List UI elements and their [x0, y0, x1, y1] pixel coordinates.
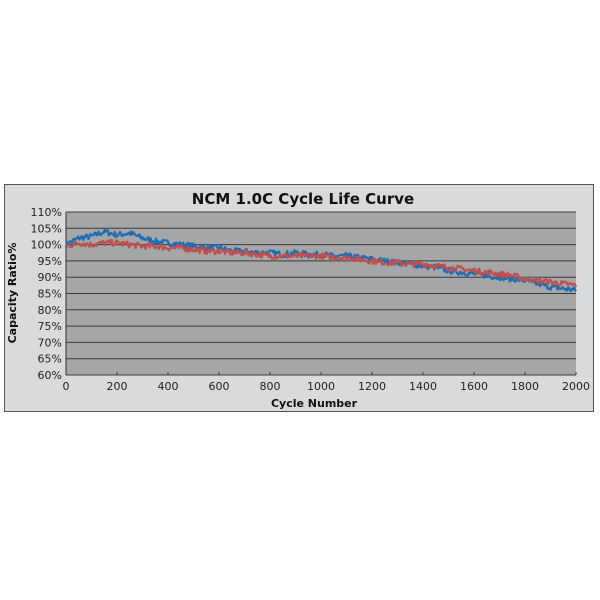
x-tick-label: 1400 — [409, 380, 437, 393]
x-tick-label: 2000 — [562, 380, 590, 393]
y-tick-label: 110% — [31, 206, 62, 219]
x-tick-label: 400 — [158, 380, 179, 393]
y-axis-label: Capacity Ratio% — [6, 243, 19, 344]
y-tick-label: 75% — [38, 320, 62, 333]
y-tick-label: 65% — [38, 353, 62, 366]
y-tick-label: 100% — [31, 239, 62, 252]
x-tick-label: 200 — [107, 380, 128, 393]
x-axis-label: Cycle Number — [271, 397, 358, 410]
x-tick-label: 1200 — [358, 380, 386, 393]
y-tick-label: 105% — [31, 222, 62, 235]
x-tick-label: 0 — [63, 380, 70, 393]
x-tick-label: 1800 — [511, 380, 539, 393]
x-tick-label: 600 — [209, 380, 230, 393]
series-line-red — [65, 239, 578, 288]
y-tick-label: 95% — [38, 255, 62, 268]
chart-title: NCM 1.0C Cycle Life Curve — [192, 190, 414, 208]
y-tick-label: 80% — [38, 304, 62, 317]
y-tick-label: 85% — [38, 288, 62, 301]
y-tick-label: 70% — [38, 336, 62, 349]
x-tick-label: 1000 — [307, 380, 335, 393]
x-tick-label: 800 — [260, 380, 281, 393]
x-tick-label: 1600 — [460, 380, 488, 393]
y-tick-label: 60% — [38, 369, 62, 382]
y-tick-label: 90% — [38, 271, 62, 284]
